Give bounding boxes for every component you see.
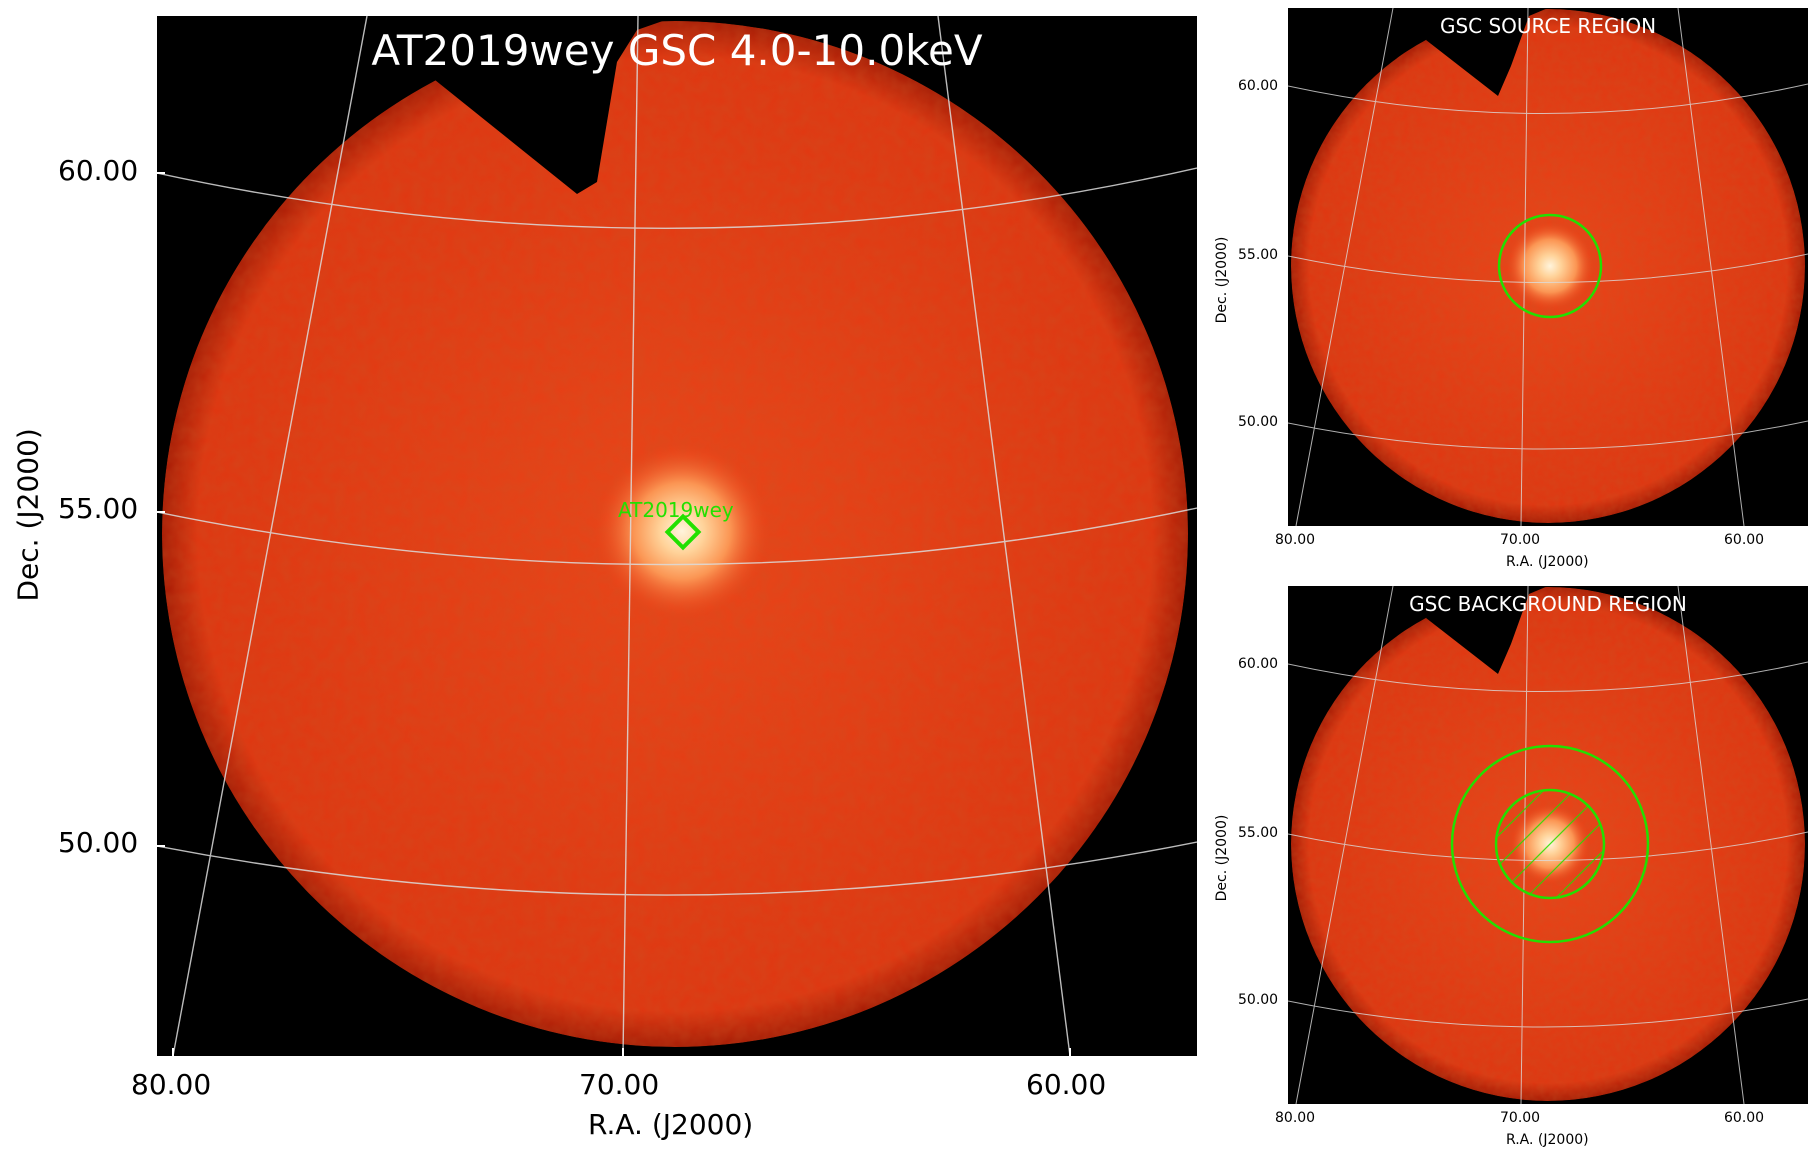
- source-coordinate-grid: [1288, 8, 1808, 526]
- main-y-tick-60: 60.00: [58, 154, 139, 187]
- source-diamond-marker: [664, 513, 702, 551]
- source-y-tick-55: 55.00: [1238, 247, 1279, 263]
- source-x-axis-label: R.A. (J2000): [1506, 554, 1589, 570]
- source-panel-title: GSC SOURCE REGION: [1439, 14, 1657, 38]
- source-region-panel: GSC SOURCE REGION: [1288, 8, 1808, 526]
- main-y-tick-55: 55.00: [58, 492, 139, 525]
- main-coordinate-grid: [157, 16, 1197, 1056]
- source-y-tick-60: 60.00: [1238, 78, 1279, 94]
- main-image-panel: AT2019wey GSC 4.0-10.0keV AT2019wey: [157, 16, 1197, 1056]
- source-x-tick-70: 70.00: [1500, 532, 1541, 548]
- source-x-tick-60: 60.00: [1724, 532, 1765, 548]
- main-source-label: AT2019wey: [618, 498, 734, 522]
- background-x-tick-70: 70.00: [1500, 1110, 1541, 1126]
- background-x-tick-80: 80.00: [1275, 1110, 1316, 1126]
- background-inner-circle: [1494, 788, 1606, 900]
- main-x-tick-80: 80.00: [131, 1068, 212, 1101]
- main-y-axis-label: Dec. (J2000): [11, 428, 45, 602]
- background-coordinate-grid: [1288, 586, 1808, 1104]
- main-sky-image: [157, 16, 1197, 1056]
- background-sky-image: [1288, 586, 1808, 1104]
- background-outer-circle: [1450, 744, 1650, 944]
- source-panel-glow: [1506, 222, 1594, 310]
- source-x-tick-80: 80.00: [1275, 532, 1316, 548]
- background-region-panel: GSC BACKGROUND REGION: [1288, 586, 1808, 1104]
- background-y-tick-50: 50.00: [1238, 992, 1279, 1008]
- main-title: AT2019wey GSC 4.0-10.0keV: [371, 26, 983, 75]
- background-panel-title: GSC BACKGROUND REGION: [1409, 592, 1687, 616]
- main-source-glow: [594, 443, 770, 619]
- background-y-tick-55: 55.00: [1238, 825, 1279, 841]
- source-y-tick-50: 50.00: [1238, 414, 1279, 430]
- source-region-circle: [1497, 213, 1603, 319]
- background-y-axis-label: Dec. (J2000): [1214, 814, 1230, 902]
- source-y-axis-label: Dec. (J2000): [1214, 236, 1230, 324]
- main-y-tick-50: 50.00: [58, 826, 139, 859]
- main-x-tick-60: 60.00: [1026, 1068, 1107, 1101]
- main-x-axis-label: R.A. (J2000): [588, 1108, 754, 1141]
- main-x-tick-70: 70.00: [579, 1068, 660, 1101]
- background-y-tick-60: 60.00: [1238, 656, 1279, 672]
- background-x-tick-60: 60.00: [1724, 1110, 1765, 1126]
- main-frame-ticks: [157, 172, 1071, 1056]
- background-x-axis-label: R.A. (J2000): [1506, 1132, 1589, 1148]
- source-sky-image: [1288, 8, 1808, 526]
